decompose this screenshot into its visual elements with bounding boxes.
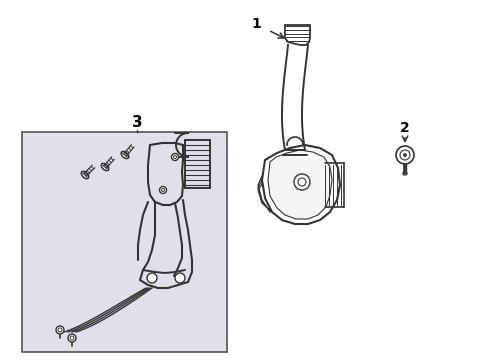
- Polygon shape: [285, 25, 310, 45]
- Circle shape: [70, 336, 74, 340]
- Polygon shape: [268, 150, 332, 219]
- Circle shape: [68, 334, 76, 342]
- Circle shape: [172, 153, 178, 161]
- Circle shape: [175, 273, 185, 283]
- Circle shape: [147, 273, 157, 283]
- Circle shape: [400, 150, 410, 160]
- Ellipse shape: [81, 171, 89, 179]
- Text: 3: 3: [132, 115, 142, 130]
- Text: 1: 1: [251, 17, 261, 31]
- Circle shape: [56, 326, 64, 334]
- Text: 2: 2: [400, 121, 410, 135]
- Circle shape: [173, 156, 176, 158]
- Circle shape: [160, 186, 167, 194]
- Polygon shape: [262, 145, 340, 224]
- Ellipse shape: [121, 152, 129, 158]
- Ellipse shape: [101, 163, 109, 171]
- Circle shape: [58, 328, 62, 332]
- Circle shape: [396, 146, 414, 164]
- Bar: [22, 132, 227, 352]
- Circle shape: [403, 153, 407, 157]
- Circle shape: [294, 174, 310, 190]
- Circle shape: [298, 178, 306, 186]
- Circle shape: [162, 189, 165, 192]
